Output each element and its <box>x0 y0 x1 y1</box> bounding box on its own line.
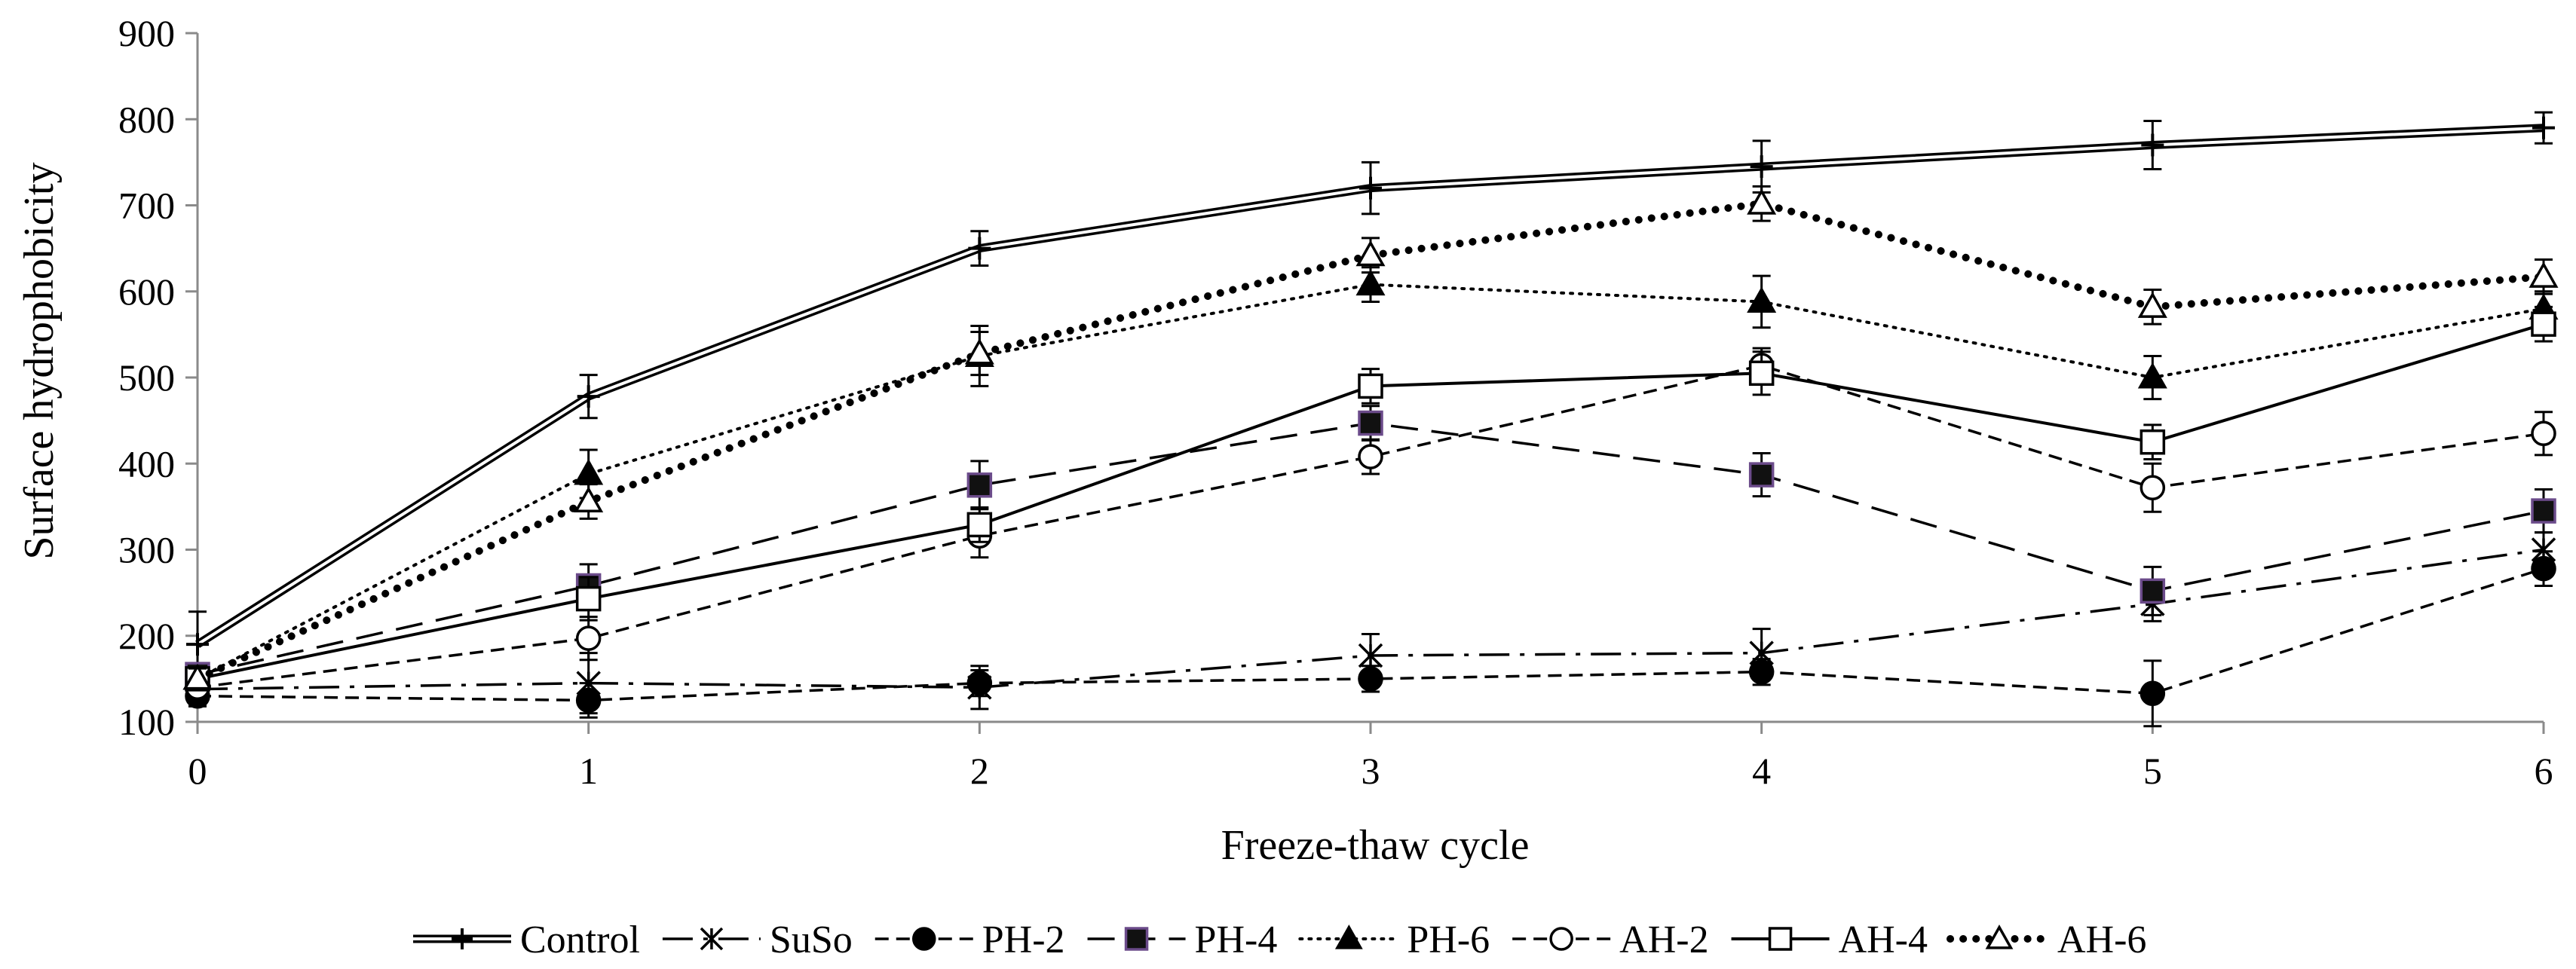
legend-marker <box>700 927 724 951</box>
y-axis-label: Surface hydrophobicity <box>16 162 63 559</box>
x-tick-label: 0 <box>188 750 207 792</box>
data-point <box>1358 666 1383 692</box>
data-point <box>2529 261 2559 288</box>
x-tick-label: 3 <box>1362 750 1380 792</box>
x-tick-label: 6 <box>2535 750 2553 792</box>
data-point <box>2140 578 2166 604</box>
data-point <box>2137 362 2167 389</box>
y-tick-label: 500 <box>118 356 175 399</box>
data-point <box>1355 240 1386 267</box>
data-point <box>966 512 993 538</box>
y-tick-label: 600 <box>118 271 175 313</box>
x-tick-label: 5 <box>2143 750 2162 792</box>
x-tick-label: 2 <box>970 750 989 792</box>
data-point <box>2531 311 2556 337</box>
legend-marker <box>1768 927 1793 951</box>
data-point <box>2531 498 2556 524</box>
legend-item-control: Control <box>413 919 640 961</box>
data-point <box>574 458 604 485</box>
data-point <box>964 338 994 365</box>
x-tick-label: 1 <box>579 750 598 792</box>
data-point <box>966 670 993 696</box>
legend-item-ph-2: PH-2 <box>874 919 1065 961</box>
legend-item-ah-6: AH-6 <box>1946 919 2146 961</box>
data-point <box>1358 444 1383 469</box>
data-point <box>1358 643 1383 668</box>
data-point <box>2140 680 2166 707</box>
legend-marker <box>1334 925 1363 949</box>
data-point <box>1358 373 1383 399</box>
legend-label: Control <box>520 919 640 961</box>
y-tick-label: 300 <box>118 529 175 571</box>
y-tick-label: 100 <box>118 701 175 743</box>
y-tick-label: 900 <box>118 12 175 54</box>
data-point <box>1747 188 1777 215</box>
legend-label: AH-6 <box>2057 919 2146 961</box>
legend-item-ph-4: PH-4 <box>1087 919 1278 961</box>
legend-marker <box>912 927 936 951</box>
legend-label: AH-2 <box>1619 919 1708 961</box>
legend-label: PH-6 <box>1407 919 1490 961</box>
data-point <box>966 472 993 498</box>
data-point <box>1748 659 1775 685</box>
data-point <box>575 585 602 612</box>
data-point <box>1748 462 1775 488</box>
legend-label: PH-4 <box>1195 919 1278 961</box>
data-point <box>2140 475 2166 500</box>
series-ph-2 <box>185 550 2556 728</box>
legend-marker <box>1124 927 1149 951</box>
data-point <box>2531 555 2556 582</box>
data-point <box>1747 286 1777 313</box>
data-point <box>1355 269 1386 296</box>
x-axis-label: Freeze-thaw cycle <box>1221 822 1530 869</box>
data-point <box>2531 420 2556 447</box>
y-tick-label: 800 <box>118 98 175 140</box>
series-ah-4 <box>185 305 2556 692</box>
legend-item-ah-4: AH-4 <box>1731 919 1928 961</box>
y-tick-label: 200 <box>118 615 175 657</box>
data-point <box>575 625 602 651</box>
series-ph-6 <box>182 266 2559 691</box>
legend-item-ah-2: AH-2 <box>1512 919 1709 961</box>
data-point <box>575 687 602 714</box>
series-ah-6 <box>182 185 2559 691</box>
data-point <box>1748 360 1775 387</box>
legend-label: PH-2 <box>982 919 1065 961</box>
data-point <box>182 663 213 690</box>
y-tick-label: 700 <box>118 185 175 227</box>
legend-marker <box>1985 925 2014 949</box>
legend: Control SuSo PH-2 PH-4 PH-6 AH-2 AH-4 AH-6 <box>413 919 2146 961</box>
legend-item-ph-6: PH-6 <box>1298 919 1490 961</box>
legend-label: AH-4 <box>1839 919 1928 961</box>
data-point <box>2140 429 2166 455</box>
legend-label: SuSo <box>770 919 853 961</box>
axes: 100 200 300 400 500 600 700 800 900 0 1 2 3 4 5 6 <box>118 12 2553 792</box>
series-layer <box>182 111 2559 728</box>
y-tick-label: 400 <box>118 442 175 484</box>
data-point <box>2137 292 2167 318</box>
x-tick-label: 4 <box>1752 750 1771 792</box>
data-point <box>1358 410 1383 436</box>
legend-item-suso: SuSo <box>662 919 853 961</box>
data-point <box>574 486 604 513</box>
legend-marker <box>1549 927 1573 951</box>
